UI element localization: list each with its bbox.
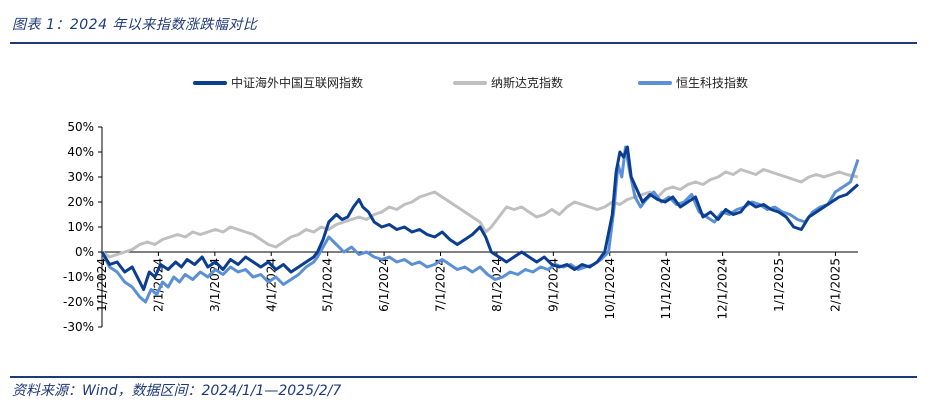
line-chart: 中证海外中国互联网指数 纳斯达克指数 恒生科技指数 50% 40% 30% 20% 10% 0… bbox=[63, 75, 860, 334]
series-line bbox=[101, 168, 859, 259]
x-tick-label: 7/1/2024 bbox=[434, 258, 448, 312]
top-rule bbox=[10, 42, 917, 44]
y-tick-label: -20% bbox=[63, 295, 94, 309]
y-tick-label: -30% bbox=[63, 320, 94, 334]
x-tick-label: 1/1/2025 bbox=[772, 258, 786, 312]
plot-area bbox=[100, 145, 860, 304]
y-tick-label: 10% bbox=[67, 220, 94, 234]
x-tick-label: 8/1/2024 bbox=[490, 258, 504, 312]
source-note: 资料来源：Wind，数据区间：2024/1/1—2025/2/7 bbox=[12, 383, 342, 399]
x-tick-label: 11/1/2024 bbox=[659, 258, 673, 320]
x-tick-label: 2/1/2025 bbox=[828, 258, 842, 312]
series-line bbox=[100, 145, 859, 291]
y-tick-label: -10% bbox=[63, 270, 94, 284]
y-tick-label: 30% bbox=[67, 170, 94, 184]
y-tick-label: 40% bbox=[67, 145, 94, 159]
x-tick-label: 5/1/2024 bbox=[321, 258, 335, 312]
bottom-rule bbox=[10, 376, 917, 378]
legend-label: 中证海外中国互联网指数 bbox=[231, 75, 363, 90]
x-tick-label: 10/1/2024 bbox=[603, 258, 617, 320]
x-axis: 1/1/2024 2/1/2024 3/1/2024 4/1/2024 5/1/2024… bbox=[95, 251, 858, 320]
chart-legend: 中证海外中国互联网指数 纳斯达克指数 恒生科技指数 bbox=[193, 75, 748, 90]
legend-label: 纳斯达克指数 bbox=[491, 75, 563, 90]
x-tick-label: 6/1/2024 bbox=[377, 258, 391, 312]
x-tick-label: 4/1/2024 bbox=[264, 258, 278, 312]
legend-label: 恒生科技指数 bbox=[676, 75, 748, 90]
figure-title: 图表 1：2024 年以来指数涨跌幅对比 bbox=[12, 17, 258, 33]
x-tick-label: 9/1/2024 bbox=[546, 258, 560, 312]
x-tick-label: 1/1/2024 bbox=[95, 258, 109, 312]
x-tick-label: 12/1/2024 bbox=[716, 258, 730, 320]
y-tick-label: 20% bbox=[67, 195, 94, 209]
y-axis: 50% 40% 30% 20% 10% 0% -10% -20% -30% bbox=[63, 120, 103, 334]
y-tick-label: 0% bbox=[75, 245, 94, 259]
x-tick-label: 2/1/2024 bbox=[151, 258, 165, 312]
y-tick-label: 50% bbox=[67, 120, 94, 134]
